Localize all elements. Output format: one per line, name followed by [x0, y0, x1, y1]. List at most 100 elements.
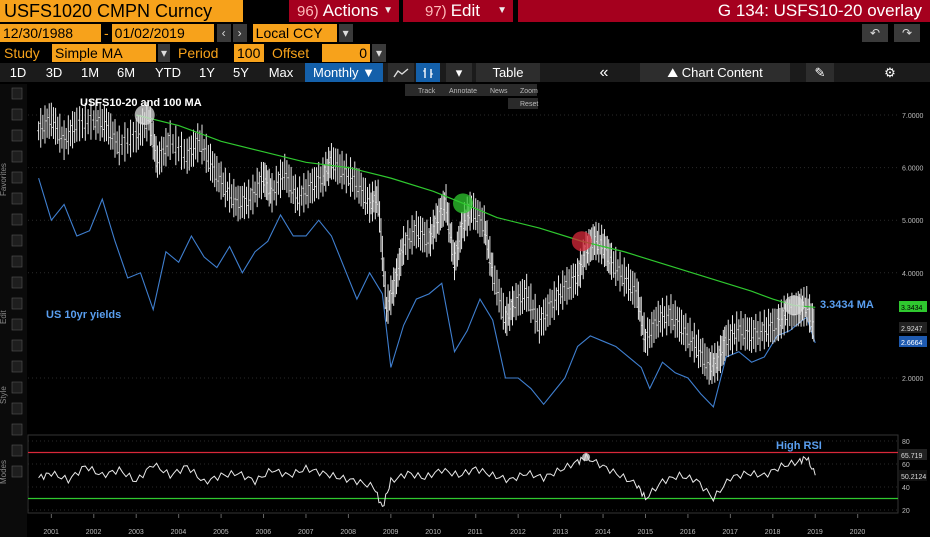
chevron-down-icon[interactable]: ▾ [446, 63, 472, 82]
eye-icon[interactable] [11, 402, 23, 415]
last-value-text: 2.6664 [901, 340, 923, 347]
x-tick-label: 2017 [722, 529, 738, 536]
line-chart-icon[interactable] [388, 63, 414, 82]
trash-icon[interactable] [11, 318, 23, 331]
chevron-down-icon[interactable]: ▾ [338, 23, 353, 42]
highlight-marker [571, 231, 592, 252]
chevron-down-icon: ▼ [362, 65, 376, 80]
rsi-last-value-tag [899, 470, 927, 481]
chart-content-button[interactable]: ⛰ Chart Content [640, 63, 790, 82]
gear-icon[interactable]: ⚙ [884, 65, 896, 80]
calendar-next-icon[interactable]: › [232, 23, 247, 42]
period-field[interactable]: 100 [234, 43, 264, 62]
last-value-tag [899, 301, 927, 312]
x-tick-label: 2007 [298, 529, 314, 536]
rsi-line [38, 452, 816, 507]
rsi-y-tick-label: 80 [902, 439, 910, 446]
end-date-field[interactable]: 01/02/2019 [111, 23, 214, 42]
x-tick-label: 2014 [595, 529, 611, 536]
settings-icon[interactable] [11, 465, 23, 478]
offset-field[interactable]: 0 [322, 43, 370, 62]
chart-canvas[interactable]: Favorites Edit Style Modes Track Annotat… [0, 84, 930, 537]
yield-series-label: US 10yr yields [46, 309, 121, 321]
period-1y-button[interactable]: 1Y [199, 65, 215, 80]
lock-icon[interactable] [11, 423, 23, 436]
x-tick-label: 2003 [128, 529, 144, 536]
currency-select[interactable]: Local CCY [252, 23, 337, 42]
highlight-marker [784, 295, 805, 316]
start-date-field[interactable]: 12/30/1988 [0, 23, 101, 42]
highlight-marker [453, 193, 473, 214]
frequency-select[interactable]: Monthly ▼ [305, 63, 383, 82]
table-button[interactable]: Table [476, 63, 540, 82]
text-icon[interactable] [11, 129, 23, 142]
period-1m-button[interactable]: 1M [80, 65, 100, 80]
hline-icon[interactable] [11, 234, 23, 247]
arrow-icon[interactable] [11, 339, 23, 352]
chart-content-icon: ⛰ [667, 65, 679, 80]
x-tick-label: 2019 [807, 529, 823, 536]
period-1d-button[interactable]: 1D [9, 65, 27, 80]
redo-icon[interactable]: ↷ [894, 23, 920, 42]
undo-icon[interactable]: ↶ [862, 23, 888, 42]
study-select[interactable]: Simple MA [52, 43, 156, 62]
x-tick-label: 2010 [425, 529, 441, 536]
study-bar: Study Simple MA ▾ Period 100 Offset 0 ▾ [0, 43, 930, 62]
brush-icon[interactable] [11, 213, 23, 226]
price-series-label: USFS10-20 and 100 MA [80, 97, 202, 109]
fib-icon[interactable] [11, 171, 23, 184]
chevron-down-icon[interactable]: ▾ [372, 43, 386, 62]
period-5y-button[interactable]: 5Y [233, 65, 249, 80]
period-label: Period [178, 44, 219, 61]
shape-icon[interactable] [11, 360, 23, 373]
period-3d-button[interactable]: 3D [45, 65, 63, 80]
date-range-bar: 12/30/1988 - 01/02/2019 ‹ › Local CCY ▾ … [0, 23, 930, 42]
frequency-label: Monthly [312, 65, 359, 80]
ruler-icon[interactable] [11, 192, 23, 205]
line-tool-icon[interactable] [11, 150, 23, 163]
crosshair-icon[interactable] [11, 108, 23, 121]
last-value-tag [899, 322, 927, 333]
side-label-modes: Modes [0, 460, 8, 484]
y-tick-label: 2.0000 [902, 376, 924, 383]
pencil-icon[interactable] [11, 276, 23, 289]
edit-menu-button[interactable]: 97) Edit ▼ [403, 0, 513, 22]
track-button[interactable]: Track [418, 88, 436, 95]
rsi-last-value-text: 50.2124 [901, 474, 926, 481]
zoom-button[interactable]: Zoom [520, 88, 538, 95]
calendar-prev-icon[interactable]: ‹ [216, 23, 231, 42]
y-tick-label: 4.0000 [902, 271, 924, 278]
measure-icon[interactable] [11, 297, 23, 310]
last-value-text: 3.3434 [901, 305, 923, 312]
news-button[interactable]: News [490, 88, 508, 95]
edit-chart-icon[interactable]: ✎ [806, 63, 834, 82]
ticker-field[interactable]: USFS1020 CMPN Curncy [0, 0, 243, 22]
actions-menu-button[interactable]: 96) Actions ▼ [289, 0, 399, 22]
annotate-button[interactable]: Annotate [449, 88, 477, 95]
cursor-icon[interactable] [11, 87, 23, 100]
ma-line [136, 114, 816, 308]
period-ytd-button[interactable]: YTD [155, 65, 181, 80]
y-tick-label: 7.0000 [902, 113, 924, 120]
x-tick-label: 2002 [86, 529, 102, 536]
rect-icon[interactable] [11, 381, 23, 394]
period-6m-button[interactable]: 6M [116, 65, 136, 80]
header-bar: USFS1020 CMPN Curncy 96) Actions ▼ 97) Edi… [0, 0, 930, 22]
chart-toolbar: 1D 3D 1M 6M YTD 1Y 5Y Max Monthly ▼ ▾ Ta… [0, 63, 930, 82]
magnet-icon[interactable] [11, 444, 23, 457]
reset-button[interactable]: Reset [520, 101, 538, 108]
x-tick-label: 2020 [850, 529, 866, 536]
rsi-y-tick-label: 60 [902, 462, 910, 469]
chart-area: Favorites Edit Style Modes Track Annotat… [0, 84, 930, 537]
x-tick-label: 2006 [256, 529, 272, 536]
x-tick-label: 2011 [468, 529, 483, 536]
channel-icon[interactable] [11, 255, 23, 268]
actions-label: Actions [322, 1, 379, 20]
collapse-left-icon[interactable]: « [599, 64, 609, 81]
chart-content-label: Chart Content [681, 65, 763, 80]
ma-value-label: 3.3434 MA [820, 299, 874, 311]
period-max-button[interactable]: Max [268, 65, 294, 80]
high-rsi-label: High RSI [776, 440, 822, 452]
bar-chart-icon[interactable] [416, 63, 440, 82]
chevron-down-icon[interactable]: ▾ [158, 43, 170, 62]
